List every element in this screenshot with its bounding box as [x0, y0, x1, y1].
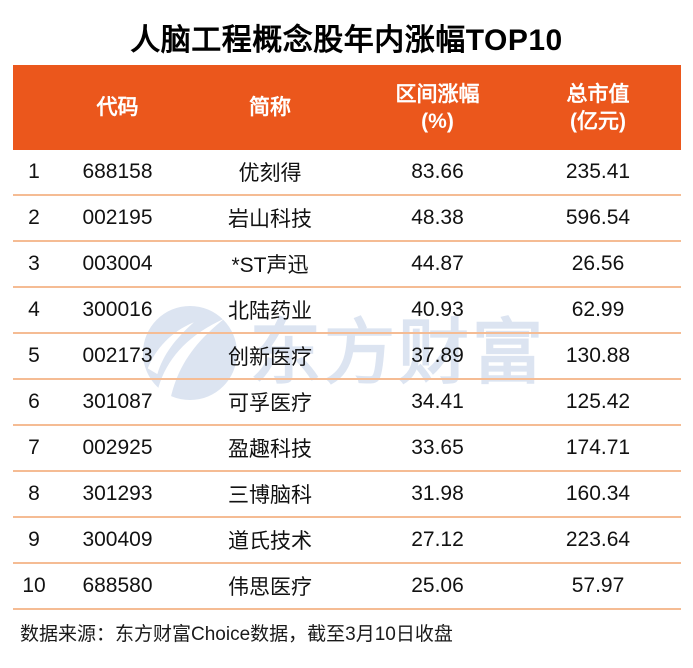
cell-code: 688158 — [82, 160, 153, 183]
table-row: 5 002173 创新医疗 37.89 130.88 — [13, 334, 681, 380]
cell-rank: 1 — [28, 160, 40, 183]
cell-code: 300016 — [82, 298, 153, 321]
cell-marketcap: 174.71 — [565, 436, 631, 459]
cell-name: 伟思医疗 — [228, 576, 312, 599]
cell-code: 002173 — [82, 344, 153, 367]
cell-gain: 37.89 — [411, 344, 464, 367]
table-body: 1 688158 优刻得 83.66 235.41 2 002195 岩山科技 … — [13, 150, 681, 610]
page-title: 人脑工程概念股年内涨幅TOP10 — [130, 24, 563, 57]
table-row: 3 003004 *ST声迅 44.87 26.56 — [13, 242, 681, 288]
cell-gain: 83.66 — [411, 160, 464, 183]
cell-marketcap: 57.97 — [571, 574, 625, 597]
cell-code: 301293 — [82, 482, 153, 505]
cell-rank: 3 — [28, 252, 40, 275]
header-gain-line1: 区间涨幅 — [395, 82, 480, 106]
cell-rank: 6 — [28, 390, 40, 413]
header-marketcap: 总市值 (亿元) — [515, 81, 681, 135]
cell-name: 创新医疗 — [228, 346, 312, 369]
cell-marketcap: 130.88 — [565, 344, 631, 367]
cell-rank: 8 — [28, 482, 40, 505]
table-row: 10 688580 伟思医疗 25.06 57.97 — [13, 564, 681, 610]
cell-gain: 48.38 — [411, 206, 464, 229]
cell-rank: 7 — [28, 436, 40, 459]
header-code: 代码 — [96, 96, 139, 119]
cell-gain: 34.41 — [411, 390, 464, 413]
cell-gain: 31.98 — [411, 482, 464, 505]
cell-gain: 44.87 — [411, 252, 464, 275]
cell-marketcap: 160.34 — [565, 482, 631, 505]
cell-gain: 25.06 — [411, 574, 464, 597]
cell-marketcap: 26.56 — [571, 252, 625, 275]
cell-code: 300409 — [82, 528, 153, 551]
header-gain-line2: (%) — [421, 109, 454, 133]
cell-marketcap: 235.41 — [565, 160, 631, 183]
cell-marketcap: 223.64 — [565, 528, 631, 551]
table-row: 8 301293 三博脑科 31.98 160.34 — [13, 472, 681, 518]
cell-rank: 10 — [22, 574, 46, 597]
cell-rank: 5 — [28, 344, 40, 367]
cell-name: 优刻得 — [238, 162, 302, 185]
table-row: 2 002195 岩山科技 48.38 596.54 — [13, 196, 681, 242]
header-marketcap-line2: (亿元) — [570, 109, 626, 133]
table-row: 6 301087 可孚医疗 34.41 125.42 — [13, 380, 681, 426]
cell-code: 003004 — [82, 252, 153, 275]
cell-code: 002195 — [82, 206, 153, 229]
data-source-note: 数据来源：东方财富Choice数据，截至3月10日收盘 — [20, 624, 453, 645]
cell-name: 岩山科技 — [228, 208, 312, 231]
cell-code: 301087 — [82, 390, 153, 413]
cell-name: 北陆药业 — [228, 300, 312, 323]
cell-rank: 9 — [28, 528, 40, 551]
cell-name: 盈趣科技 — [228, 438, 312, 461]
header-gain: 区间涨幅 (%) — [360, 81, 515, 135]
cell-name: 可孚医疗 — [228, 392, 312, 415]
table-row: 1 688158 优刻得 83.66 235.41 — [13, 150, 681, 196]
cell-gain: 27.12 — [411, 528, 464, 551]
header-name: 简称 — [249, 96, 291, 119]
cell-rank: 4 — [28, 298, 40, 321]
stocks-table: 代码 简称 区间涨幅 (%) 总市值 (亿元) 1 688158 优刻得 83.… — [13, 65, 681, 610]
cell-marketcap: 596.54 — [565, 206, 631, 229]
table-header-row: 代码 简称 区间涨幅 (%) 总市值 (亿元) — [13, 65, 681, 150]
cell-rank: 2 — [28, 206, 40, 229]
cell-marketcap: 125.42 — [565, 390, 631, 413]
header-marketcap-line1: 总市值 — [566, 82, 630, 106]
cell-gain: 33.65 — [411, 436, 464, 459]
table-row: 9 300409 道氏技术 27.12 223.64 — [13, 518, 681, 564]
table-row: 4 300016 北陆药业 40.93 62.99 — [13, 288, 681, 334]
cell-code: 688580 — [82, 574, 153, 597]
table-row: 7 002925 盈趣科技 33.65 174.71 — [13, 426, 681, 472]
cell-name: 道氏技术 — [228, 530, 312, 553]
cell-gain: 40.93 — [411, 298, 464, 321]
cell-name: 三博脑科 — [228, 484, 312, 507]
cell-name: *ST声迅 — [231, 254, 309, 277]
cell-marketcap: 62.99 — [571, 298, 625, 321]
cell-code: 002925 — [82, 436, 153, 459]
